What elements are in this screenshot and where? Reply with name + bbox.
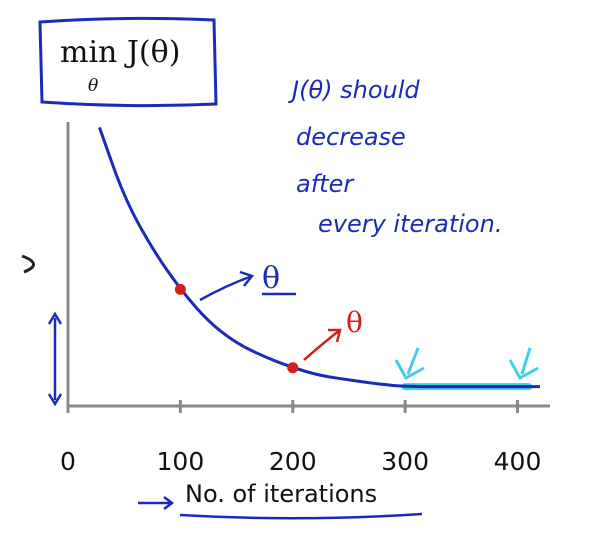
note-line-4: every iteration.	[318, 210, 502, 238]
xlabel-arrow	[138, 496, 175, 510]
data-point	[174, 283, 186, 295]
theta-blue-label: θ	[262, 261, 280, 296]
chart-title-subscript: θ	[88, 76, 98, 96]
chart-title: min J(θ)	[60, 35, 180, 70]
x-tick-label: 0	[60, 447, 76, 476]
xlabel-underline	[179, 512, 423, 520]
x-axis-label: No. of iterations	[185, 480, 377, 508]
arrow-to-theta-blue	[199, 270, 255, 302]
x-tick-label: 200	[269, 447, 317, 476]
note-line-3: after	[296, 170, 355, 198]
x-tick-group: 0 100 200 300 400	[60, 400, 541, 476]
x-tick-label: 100	[157, 447, 205, 476]
curve-group	[98, 126, 540, 389]
data-point	[287, 362, 299, 374]
y-axis-glyph	[21, 254, 35, 274]
arrow-to-theta-red	[303, 328, 342, 361]
y-double-arrow	[47, 311, 63, 407]
x-tick-label: 400	[494, 447, 542, 476]
cyan-arrow-right	[508, 347, 539, 381]
theta-red-label: θ	[346, 306, 363, 339]
note-line-2: decrease	[296, 123, 406, 151]
handwritten-note: J(θ) should decrease after every iterati…	[288, 76, 502, 238]
points-group	[174, 283, 299, 374]
cyan-arrow-left	[394, 347, 425, 381]
x-tick-label: 300	[381, 447, 429, 476]
note-line-1: J(θ) should	[288, 76, 420, 104]
cost-curve	[98, 126, 540, 389]
title-box: min J(θ) θ	[38, 16, 218, 108]
title-box-border	[38, 16, 218, 108]
